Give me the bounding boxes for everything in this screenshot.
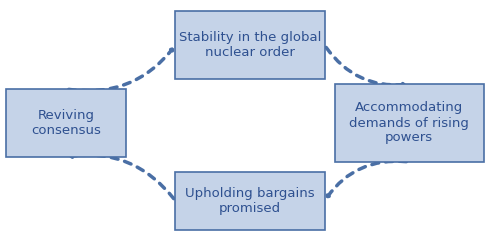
FancyBboxPatch shape: [6, 89, 126, 157]
Text: Accommodating
demands of rising
powers: Accommodating demands of rising powers: [349, 102, 469, 144]
FancyBboxPatch shape: [176, 11, 324, 79]
Text: Upholding bargains
promised: Upholding bargains promised: [185, 187, 315, 215]
FancyBboxPatch shape: [334, 84, 484, 162]
Text: Reviving
consensus: Reviving consensus: [31, 109, 101, 137]
FancyBboxPatch shape: [176, 172, 324, 230]
Text: Stability in the global
nuclear order: Stability in the global nuclear order: [179, 31, 321, 59]
